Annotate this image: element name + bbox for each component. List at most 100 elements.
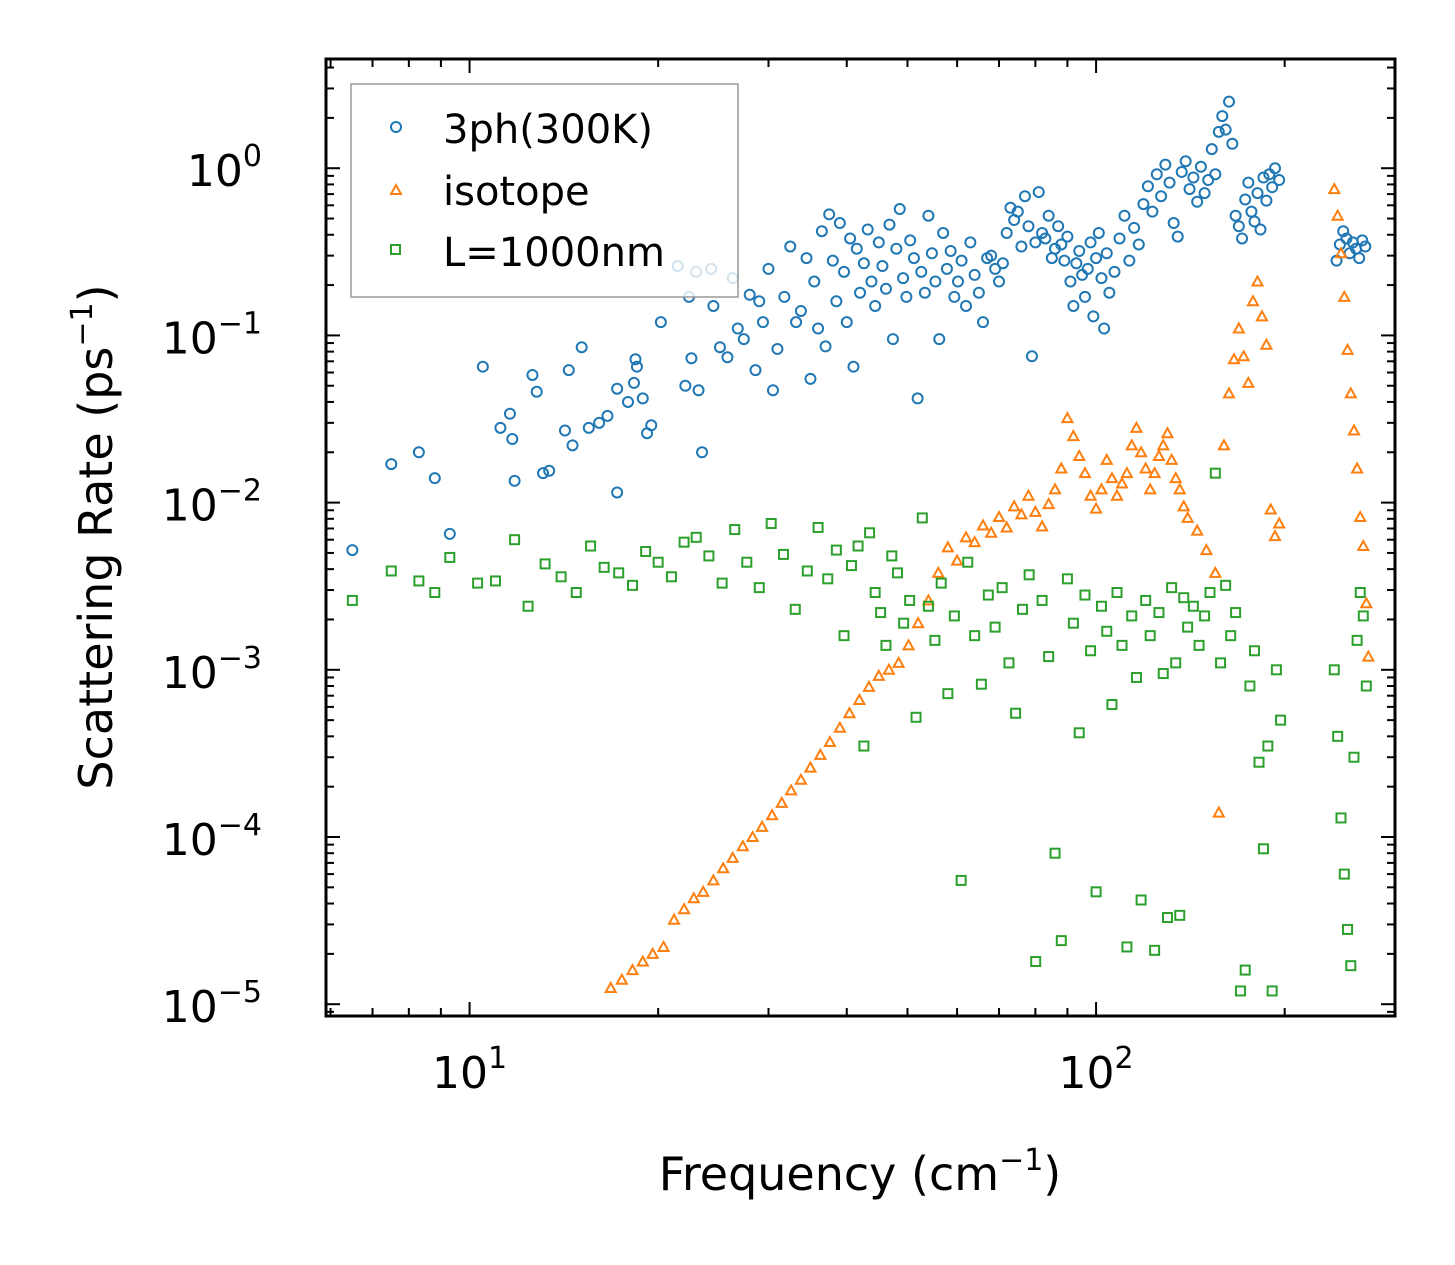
legend-box [350, 83, 739, 298]
point-square-2-37 [864, 527, 876, 539]
point-circle-0-119 [1032, 186, 1045, 199]
point-square-2-114 [1332, 730, 1344, 742]
point-triangle-1-27 [872, 668, 886, 681]
point-circle-0-81 [890, 242, 903, 255]
point-circle-0-109 [996, 257, 1009, 270]
point-circle-0-39 [707, 299, 720, 312]
point-triangle-1-39 [984, 525, 998, 538]
point-triangle-1-17 [775, 795, 789, 808]
point-triangle-1-4 [645, 946, 660, 959]
point-square-2-72 [1085, 645, 1097, 657]
point-circle-0-160 [1179, 155, 1192, 168]
point-circle-0-70 [850, 242, 863, 255]
point-triangle-1-8 [687, 891, 701, 904]
point-triangle-1-80 [1217, 438, 1231, 451]
legend-label-isotope: isotope [443, 169, 590, 215]
point-circle-0-173 [1226, 137, 1239, 150]
point-circle-0-12 [537, 467, 550, 480]
point-square-2-32 [830, 544, 842, 556]
point-square-2-55 [975, 678, 987, 690]
legend-marker-isotope [389, 182, 403, 195]
point-triangle-1-2 [625, 963, 640, 976]
point-triangle-1-66 [1143, 482, 1157, 495]
point-triangle-1-81 [1222, 386, 1236, 399]
point-square-2-106 [1248, 645, 1260, 657]
point-square-2-84 [1144, 630, 1156, 642]
point-circle-0-116 [1022, 220, 1035, 233]
point-circle-0-158 [1171, 230, 1184, 243]
point-triangle-1-65 [1138, 461, 1153, 474]
point-square-2-74 [1095, 600, 1107, 612]
point-triangle-1-40 [992, 509, 1006, 523]
point-triangle-1-104 [1361, 649, 1376, 662]
point-triangle-1-86 [1246, 294, 1260, 307]
legend-label-3ph: 3ph(300K) [443, 107, 653, 153]
point-triangle-1-33 [931, 565, 946, 578]
point-square-2-43 [898, 617, 910, 629]
point-circle-0-72 [857, 257, 870, 270]
point-triangle-1-5 [656, 939, 671, 952]
point-circle-0-44 [737, 333, 750, 346]
y-tick-label-3: 10−3 [162, 641, 262, 699]
point-square-2-67 [1055, 935, 1067, 947]
point-square-2-116 [1338, 868, 1350, 880]
point-circle-0-139 [1092, 226, 1105, 239]
point-square-2-118 [1345, 960, 1357, 972]
point-triangle-1-58 [1105, 471, 1119, 484]
point-square-2-36 [858, 740, 870, 752]
point-circle-0-66 [838, 265, 851, 278]
point-triangle-1-53 [1078, 466, 1092, 479]
point-triangle-1-11 [716, 861, 730, 874]
point-circle-0-1 [385, 458, 398, 471]
point-square-2-35 [852, 540, 864, 552]
point-square-2-19 [678, 536, 690, 548]
y-tick-label-4: 10−4 [162, 808, 262, 866]
point-circle-0-191 [1337, 225, 1350, 238]
point-circle-0-127 [1058, 254, 1071, 267]
point-triangle-1-35 [950, 553, 964, 566]
point-triangle-1-55 [1089, 501, 1103, 514]
point-circle-0-77 [876, 260, 889, 273]
point-circle-0-153 [1150, 168, 1163, 181]
point-circle-0-90 [922, 209, 935, 222]
point-square-2-5 [472, 577, 484, 589]
point-triangle-1-47 [1041, 497, 1056, 510]
point-circle-0-52 [778, 290, 791, 303]
point-square-2-112 [1275, 714, 1287, 726]
point-circle-0-182 [1254, 223, 1267, 236]
point-square-2-48 [929, 634, 941, 646]
point-triangle-1-23 [833, 720, 847, 733]
point-circle-0-85 [904, 234, 917, 247]
point-circle-0-21 [611, 382, 624, 395]
point-square-2-18 [665, 571, 677, 583]
point-square-2-96 [1199, 610, 1211, 622]
point-square-2-71 [1079, 589, 1091, 601]
point-square-2-97 [1204, 586, 1216, 598]
point-triangle-1-9 [696, 884, 710, 897]
point-circle-0-45 [743, 288, 756, 301]
point-circle-0-46 [749, 364, 762, 377]
point-circle-0-183 [1257, 171, 1270, 184]
point-circle-0-138 [1090, 252, 1103, 265]
point-circle-0-167 [1205, 143, 1218, 156]
point-circle-0-168 [1209, 168, 1222, 181]
legend: 3ph(300K) isotope L=1000nm [350, 83, 739, 298]
point-circle-0-146 [1118, 209, 1131, 222]
point-square-2-25 [753, 582, 765, 594]
point-triangle-1-91 [1268, 529, 1282, 542]
point-circle-0-155 [1159, 158, 1172, 171]
point-triangle-1-84 [1236, 349, 1251, 362]
point-square-2-82 [1135, 894, 1147, 906]
point-circle-0-22 [611, 486, 624, 499]
point-circle-0-56 [800, 252, 813, 265]
point-triangle-1-41 [999, 520, 1014, 533]
point-triangle-1-50 [1060, 411, 1075, 424]
point-square-2-79 [1121, 941, 1133, 953]
point-triangle-1-59 [1110, 488, 1124, 501]
point-circle-0-159 [1175, 165, 1188, 178]
point-triangle-1-85 [1241, 375, 1256, 388]
point-circle-0-71 [854, 286, 867, 299]
point-circle-0-61 [819, 340, 832, 353]
point-circle-0-99 [955, 254, 968, 267]
point-square-2-99 [1215, 657, 1227, 669]
